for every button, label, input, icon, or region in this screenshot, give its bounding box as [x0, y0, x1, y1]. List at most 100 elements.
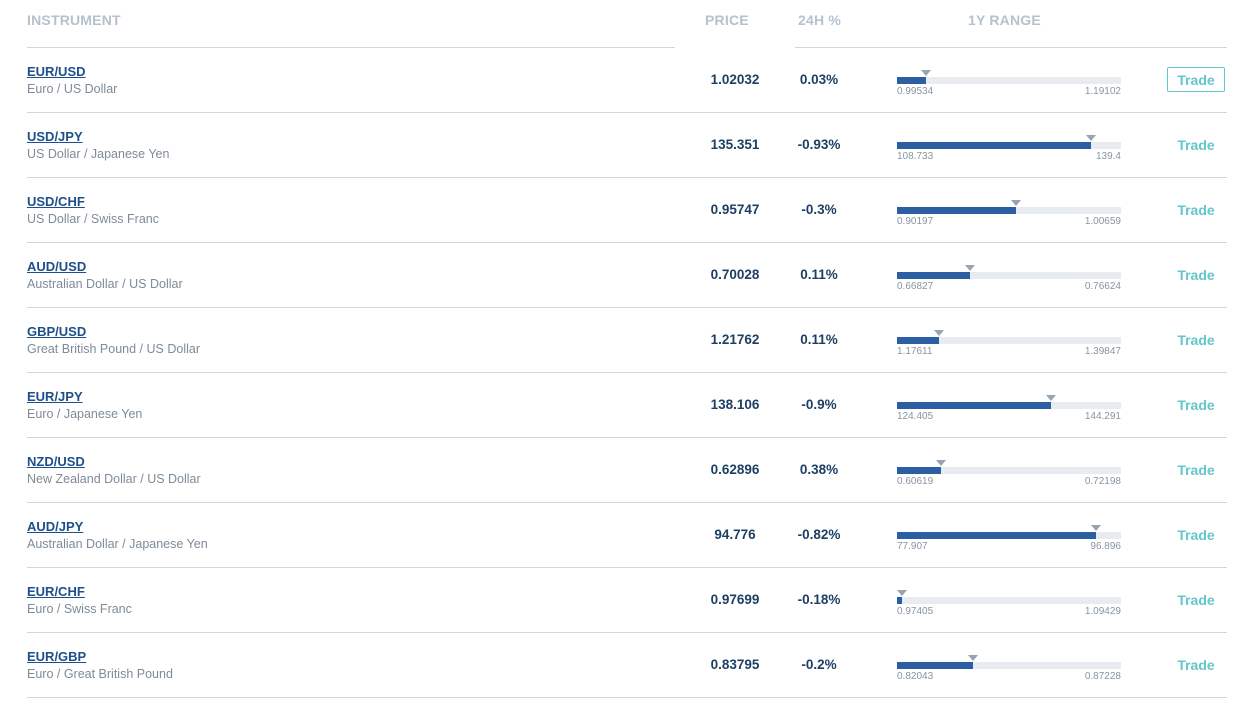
price-value: 138.106 — [710, 397, 760, 412]
range-marker-icon — [1086, 135, 1096, 141]
change-value: 0.03% — [799, 72, 839, 87]
range-track — [897, 532, 1121, 539]
range-max: 144.291 — [1084, 411, 1121, 422]
trade-button[interactable]: Trade — [1177, 657, 1215, 673]
range-bar: 124.405 144.291 — [897, 373, 1122, 437]
range-max: 1.09429 — [1084, 606, 1121, 617]
range-min: 0.60619 — [897, 476, 934, 487]
range-min: 0.99534 — [897, 86, 934, 97]
range-bar: 0.60619 0.72198 — [897, 438, 1122, 502]
range-track — [897, 272, 1121, 279]
price-value: 0.95747 — [710, 202, 760, 217]
header-price: PRICE — [705, 12, 749, 28]
range-fill — [897, 337, 939, 344]
table-row: NZD/USD New Zealand Dollar / US Dollar 0… — [27, 438, 1227, 503]
instrument-name: Euro / Swiss Franc — [27, 602, 132, 616]
change-value: -0.3% — [801, 202, 837, 217]
range-marker-icon — [934, 330, 944, 336]
range-bar: 0.97405 1.09429 — [897, 568, 1122, 632]
instrument-name: Euro / Great British Pound — [27, 667, 173, 681]
range-fill — [897, 402, 1051, 409]
price-value: 0.83795 — [710, 657, 760, 672]
table-row: USD/CHF US Dollar / Swiss Franc 0.95747 … — [27, 178, 1227, 243]
table-row: GBP/USD Great British Pound / US Dollar … — [27, 308, 1227, 373]
change-value: 0.38% — [799, 462, 839, 477]
range-track — [897, 207, 1121, 214]
header-range: 1Y RANGE — [968, 12, 1041, 28]
instrument-symbol-link[interactable]: USD/JPY — [27, 129, 83, 144]
change-value: 0.11% — [800, 332, 838, 347]
range-fill — [897, 207, 1016, 214]
range-min: 0.82043 — [897, 671, 934, 682]
trade-button[interactable]: Trade — [1177, 202, 1215, 218]
range-marker-icon — [1091, 525, 1101, 531]
trade-button[interactable]: Trade — [1177, 527, 1215, 543]
price-value: 1.21762 — [710, 332, 760, 347]
range-marker-icon — [965, 265, 975, 271]
range-marker-icon — [1046, 395, 1056, 401]
table-row: EUR/USD Euro / US Dollar 1.02032 0.03% 0… — [27, 48, 1227, 113]
table-row: USD/JPY US Dollar / Japanese Yen 135.351… — [27, 113, 1227, 178]
trade-button[interactable]: Trade — [1177, 462, 1215, 478]
range-fill — [897, 77, 926, 84]
instrument-name: Euro / US Dollar — [27, 82, 118, 96]
range-min: 0.90197 — [897, 216, 934, 227]
range-track — [897, 142, 1121, 149]
instrument-symbol-link[interactable]: USD/CHF — [27, 194, 85, 209]
range-bar: 0.99534 1.19102 — [897, 48, 1122, 112]
range-track — [897, 597, 1121, 604]
change-value: 0.11% — [800, 267, 838, 282]
range-fill — [897, 142, 1091, 149]
range-min: 0.97405 — [897, 606, 934, 617]
range-fill — [897, 597, 902, 604]
change-value: -0.18% — [797, 592, 841, 607]
range-min: 124.405 — [897, 411, 934, 422]
instrument-name: US Dollar / Swiss Franc — [27, 212, 159, 226]
change-value: -0.9% — [801, 397, 837, 412]
range-track — [897, 467, 1121, 474]
price-value: 0.62896 — [710, 462, 760, 477]
table-row: EUR/JPY Euro / Japanese Yen 138.106 -0.9… — [27, 373, 1227, 438]
range-marker-icon — [921, 70, 931, 76]
table-header: INSTRUMENT PRICE 24H % 1Y RANGE — [27, 0, 1227, 48]
table-row: AUD/USD Australian Dollar / US Dollar 0.… — [27, 243, 1227, 308]
range-max: 0.76624 — [1084, 281, 1121, 292]
range-min: 77.907 — [897, 541, 928, 552]
instrument-symbol-link[interactable]: NZD/USD — [27, 454, 85, 469]
range-fill — [897, 532, 1096, 539]
instrument-symbol-link[interactable]: AUD/JPY — [27, 519, 84, 534]
range-max: 0.72198 — [1084, 476, 1121, 487]
header-instrument: INSTRUMENT — [27, 12, 121, 28]
range-track — [897, 337, 1121, 344]
range-min: 1.17611 — [897, 346, 933, 357]
range-marker-icon — [1011, 200, 1021, 206]
trade-button[interactable]: Trade — [1167, 67, 1225, 92]
instrument-symbol-link[interactable]: EUR/USD — [27, 64, 86, 79]
instrument-symbol-link[interactable]: EUR/JPY — [27, 389, 83, 404]
range-min: 0.66827 — [897, 281, 934, 292]
instruments-table: INSTRUMENT PRICE 24H % 1Y RANGE EUR/USD … — [27, 0, 1227, 698]
range-fill — [897, 467, 941, 474]
trade-button[interactable]: Trade — [1177, 332, 1215, 348]
instrument-name: New Zealand Dollar / US Dollar — [27, 472, 201, 486]
range-max: 1.19102 — [1084, 86, 1121, 97]
header-divider-gap — [675, 47, 795, 48]
trade-button[interactable]: Trade — [1177, 267, 1215, 283]
trade-button[interactable]: Trade — [1177, 397, 1215, 413]
range-bar: 0.66827 0.76624 — [897, 243, 1122, 307]
range-min: 108.733 — [897, 151, 934, 162]
range-fill — [897, 662, 973, 669]
range-track — [897, 77, 1121, 84]
trade-button[interactable]: Trade — [1177, 137, 1215, 153]
instrument-symbol-link[interactable]: EUR/CHF — [27, 584, 85, 599]
price-value: 135.351 — [710, 137, 760, 152]
instrument-symbol-link[interactable]: AUD/USD — [27, 259, 87, 274]
range-bar: 1.17611 1.39847 — [897, 308, 1122, 372]
trade-button[interactable]: Trade — [1177, 592, 1215, 608]
range-marker-icon — [936, 460, 946, 466]
instrument-symbol-link[interactable]: GBP/USD — [27, 324, 87, 339]
instrument-symbol-link[interactable]: EUR/GBP — [27, 649, 87, 664]
price-value: 94.776 — [714, 527, 756, 542]
range-bar: 77.907 96.896 — [897, 503, 1122, 567]
range-marker-icon — [968, 655, 978, 661]
